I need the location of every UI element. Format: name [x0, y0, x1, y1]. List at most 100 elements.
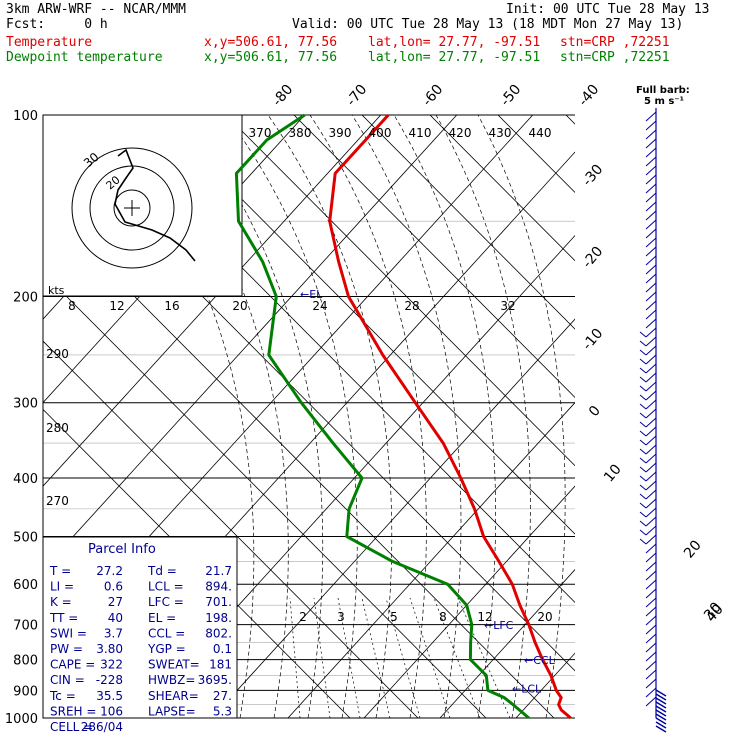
wind-barb [645, 228, 657, 239]
wind-barb [639, 349, 647, 356]
barb-legend-title: Full barb: [636, 85, 690, 96]
dewpoint-profile [234, 113, 530, 720]
wind-barb [645, 678, 657, 689]
temperature-tick-label: -40 [575, 82, 602, 110]
dry-adiabat [157, 115, 575, 535]
dewpoint-legend: Dewpoint temperature [6, 50, 163, 65]
pressure-tick-label: 600 [13, 578, 38, 593]
mixing-ratio-top-label: 16 [164, 299, 179, 313]
temperature-xy: x,y=506.61, 77.56 [204, 35, 338, 50]
init-time: Init: 00 UTC Tue 28 May 13 [506, 2, 710, 17]
pressure-tick-label: 700 [13, 619, 38, 634]
wind-barb [639, 538, 647, 545]
dewpoint-xy: x,y=506.61, 77.56 [204, 50, 338, 65]
pressure-tick-label: 1000 [5, 712, 38, 727]
parcel-info-key: SWI = [50, 626, 87, 640]
parcel-info-key: EL = [148, 611, 176, 625]
wind-barb [655, 721, 667, 729]
parcel-info-value: 27 [108, 595, 123, 609]
temperature-station: stn=CRP ,72251 [560, 35, 670, 50]
wind-barb [645, 597, 657, 608]
wind-barb [645, 543, 657, 554]
barb-legend-units: 5 m s⁻¹ [644, 96, 684, 107]
parcel-info-box: Parcel Info T = 27.2 Td = 21.7 LI = 0.6 LCL = 89… [42, 536, 238, 734]
level-marker-lcl: ←LCL [512, 683, 542, 696]
temperature-tick-label: -30 [579, 162, 606, 190]
isotherm [592, 115, 740, 718]
parcel-info-value: 802. [205, 626, 232, 640]
wind-barb [645, 345, 657, 356]
wind-barb [655, 693, 667, 701]
wind-barb [645, 489, 657, 500]
hodograph-frame [42, 114, 243, 297]
dry-adiabat [429, 115, 575, 262]
mixing-ratio-line [409, 597, 451, 718]
wind-barb [645, 480, 657, 491]
pressure-tick-label: 400 [13, 472, 38, 487]
temperature-tick-label: 10 [601, 461, 625, 485]
mixing-ratio-label: 20 [537, 610, 552, 624]
wind-barb [645, 660, 657, 671]
parcel-info-key: CIN = [50, 673, 85, 687]
moist-adiabat [393, 115, 496, 718]
wind-barb [645, 408, 657, 419]
parcel-info-value: 35.5 [96, 689, 123, 703]
dry-adiabat [293, 115, 575, 398]
theta-label: 440 [529, 126, 552, 140]
wind-barb [645, 390, 657, 401]
dewpoint-latlon: lat,lon= 27.77, -97.51 [368, 50, 541, 65]
wind-barb [645, 462, 657, 473]
wind-barb [645, 210, 657, 221]
wind-barb [645, 336, 657, 347]
wind-barb [645, 381, 657, 392]
wind-barb [645, 651, 657, 662]
wind-barb [645, 156, 657, 167]
wind-barb [639, 430, 647, 437]
parcel-info-value: 286/04 [81, 720, 123, 734]
mixing-ratio-line [289, 597, 301, 718]
mixing-ratio-top-label: 24 [312, 299, 327, 313]
level-marker-ccl: ←CCL [524, 654, 556, 667]
wind-barb [645, 264, 657, 275]
theta-label: 370 [249, 126, 272, 140]
header: 3km ARW-WRF -- NCAR/MMM Init: 00 UTC Tue… [0, 0, 740, 70]
theta-label: 400 [369, 126, 392, 140]
wind-barb [655, 697, 667, 705]
wind-barb [645, 201, 657, 212]
wind-barb [639, 502, 647, 509]
pressure-tick-label: 200 [13, 291, 38, 306]
parcel-info-value: 3695. [198, 673, 232, 687]
wind-barb [639, 448, 647, 455]
dewpoint-station: stn=CRP ,72251 [560, 50, 670, 65]
wind-barb [645, 363, 657, 374]
parcel-info-value: -228 [96, 673, 123, 687]
model-title: 3km ARW-WRF -- NCAR/MMM [6, 2, 187, 17]
parcel-info-key: SWEAT= [148, 658, 200, 672]
wind-barb [645, 588, 657, 599]
isotherm [439, 569, 575, 718]
parcel-info-value: 21.7 [205, 564, 232, 578]
parcel-info-value: 27. [213, 689, 232, 703]
parcel-info-key: T = [49, 564, 71, 578]
parcel-info-key: K = [50, 595, 72, 609]
parcel-info-key: Td = [147, 564, 177, 578]
wind-barb [645, 615, 657, 626]
wind-barb [639, 367, 647, 374]
parcel-info-key: PW = [50, 642, 83, 656]
wind-barb [645, 354, 657, 365]
isotherm [0, 115, 1, 718]
temperature-tick-label: -50 [497, 82, 524, 110]
wind-barb [645, 300, 657, 311]
wind-barbs: Full barb:5 m s⁻¹ [636, 85, 690, 733]
temperature-profile [328, 113, 572, 720]
wind-barb [645, 435, 657, 446]
parcel-info-value: 0.1 [213, 642, 232, 656]
wind-barb [645, 255, 657, 266]
parcel-info-key: Tc = [49, 689, 76, 703]
temperature-tick-label: 0 [586, 403, 604, 420]
mixing-ratio-label: 12 [477, 610, 492, 624]
pressure-tick-label: 800 [13, 654, 38, 669]
parcel-info-value: 701. [205, 595, 232, 609]
moist-adiabat [309, 115, 427, 718]
wind-barb [645, 399, 657, 410]
